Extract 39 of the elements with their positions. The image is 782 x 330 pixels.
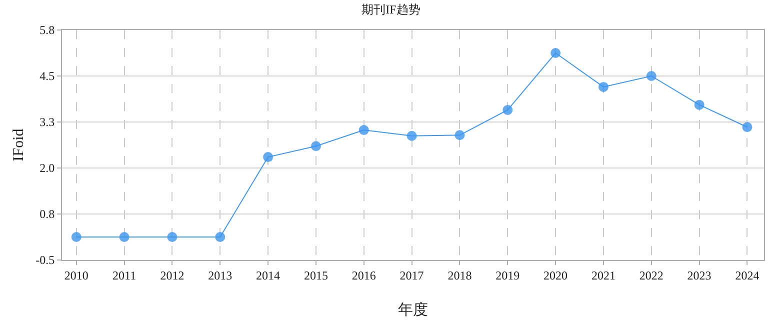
x-tick-label: 2024 [735, 268, 760, 282]
point [550, 48, 561, 58]
point [454, 130, 465, 140]
x-tick-label: 2010 [64, 268, 88, 282]
point [694, 100, 704, 110]
y-tick-label: -0.5 [36, 253, 55, 268]
x-tick-label: 2012 [160, 268, 184, 282]
point [358, 125, 369, 136]
point [406, 130, 417, 141]
x-tick-label: 2021 [591, 268, 616, 282]
y-tick-label: 0.8 [40, 207, 55, 222]
point [502, 104, 513, 115]
y-tick-label: 4.5 [40, 69, 55, 84]
point [742, 122, 752, 132]
point [215, 232, 226, 242]
y-tick-label: 5.8 [40, 23, 55, 38]
x-tick-label: 2023 [687, 268, 712, 282]
y-tick-label: 3.3 [40, 115, 55, 130]
x-tick-label: 2022 [639, 268, 664, 282]
x-tick-label: 2018 [448, 268, 472, 282]
chart-title: 期刊IF趋势 [362, 2, 420, 16]
x-tick-label: 2011 [112, 268, 136, 282]
x-tick-label: 2013 [208, 268, 232, 282]
x-axis-title: 年度 [398, 301, 428, 318]
point [310, 141, 321, 152]
y-tick-label: 2.0 [40, 161, 55, 176]
x-tick-label: 2016 [352, 268, 376, 282]
y-axis-title: IFoid [10, 128, 27, 162]
x-tick-label: 2014 [256, 268, 280, 282]
x-tick-label: 2019 [496, 268, 520, 282]
point [263, 152, 274, 162]
x-tick-label: 2017 [400, 268, 424, 282]
point [119, 232, 130, 242]
point [598, 82, 608, 92]
point [71, 232, 82, 242]
point [646, 71, 656, 81]
point [167, 232, 178, 242]
x-tick-label: 2020 [544, 268, 568, 282]
x-tick-label: 2015 [304, 268, 328, 282]
